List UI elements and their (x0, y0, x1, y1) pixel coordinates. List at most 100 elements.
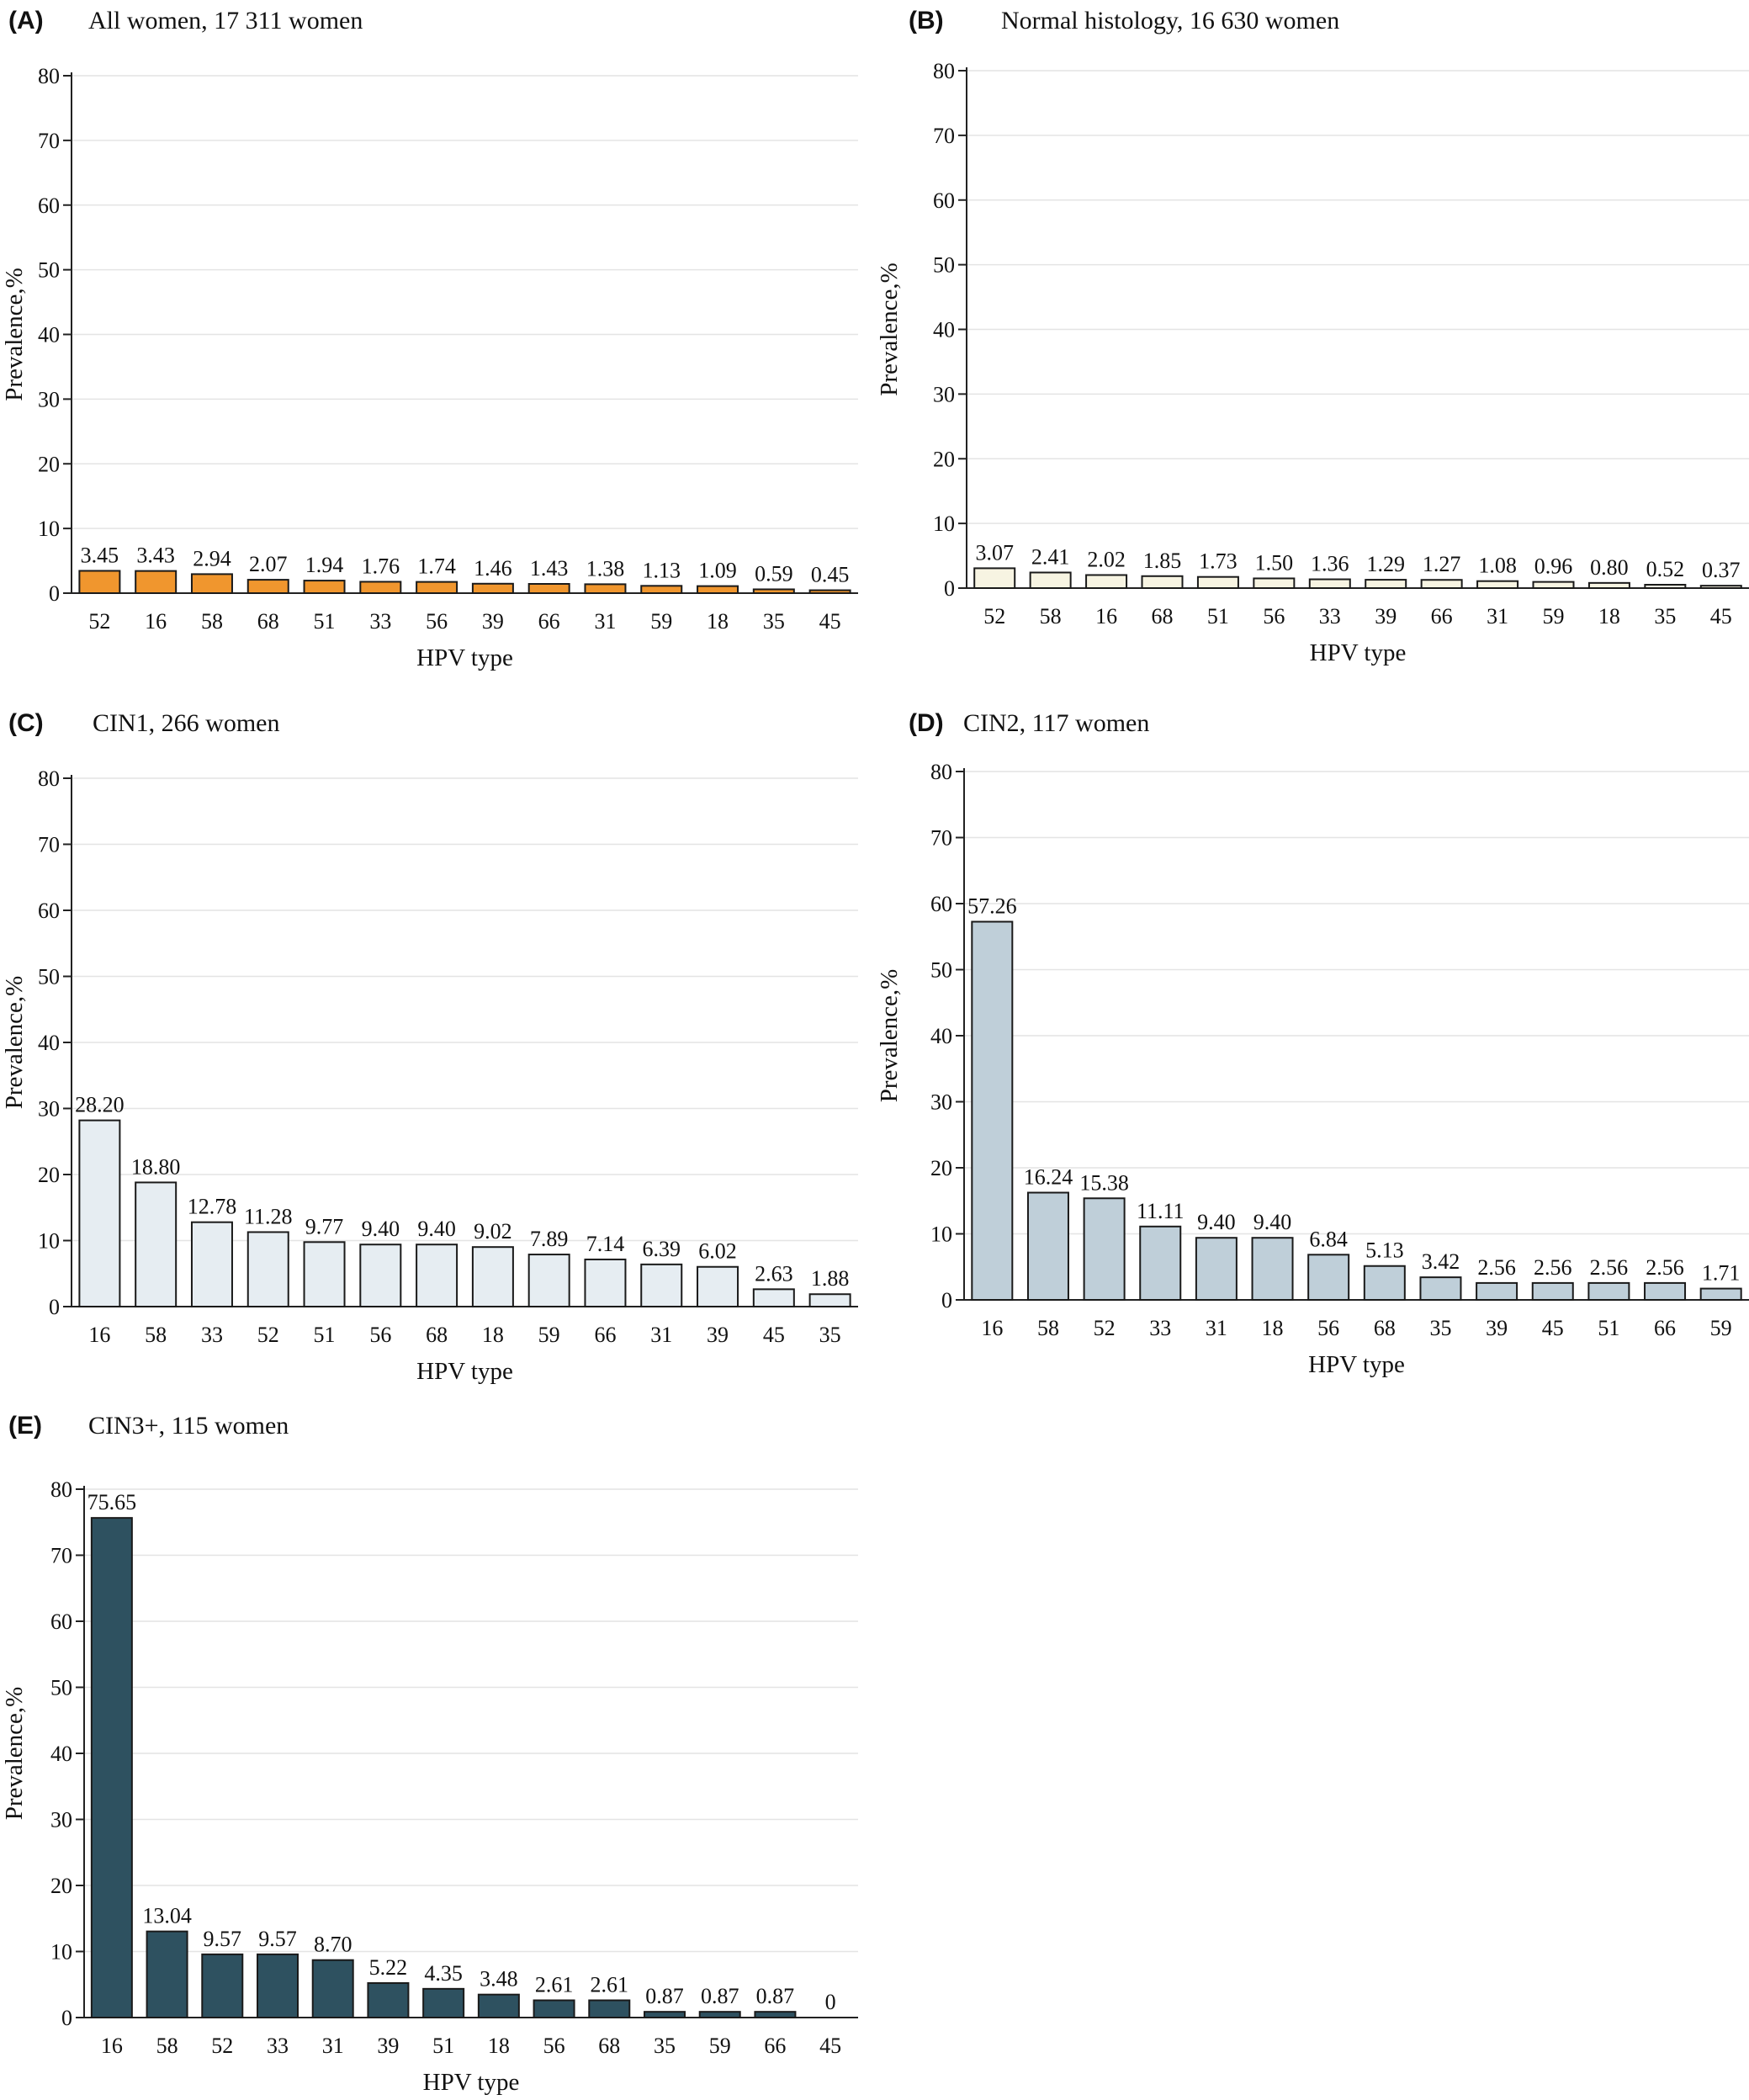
bar (1699, 585, 1742, 590)
bar (190, 1221, 233, 1307)
bar (1026, 1191, 1069, 1301)
panel-title: CIN1, 266 women (93, 709, 279, 737)
x-tick-label: 31 (594, 609, 616, 634)
data-label: 0.87 (756, 1984, 795, 2008)
bar (640, 1263, 683, 1307)
bar (1196, 575, 1239, 589)
chart-panel-b: (B) Normal histology, 16 630 women 0 10 20 30… (876, 7, 1749, 666)
bar (422, 1987, 465, 2018)
data-label: 75.65 (87, 1490, 137, 1514)
data-label: 2.56 (1646, 1255, 1684, 1280)
data-label: 57.26 (967, 894, 1017, 919)
bar (808, 1293, 851, 1308)
data-label: 0.52 (1646, 557, 1685, 581)
data-label: 1.85 (1143, 549, 1182, 573)
x-tick-label: 68 (1152, 604, 1174, 628)
data-label: 9.40 (362, 1217, 400, 1241)
y-tick-label: 40 (930, 1024, 952, 1048)
panel-title: CIN2, 117 women (963, 709, 1149, 737)
x-tick-label: 51 (1207, 604, 1229, 628)
y-tick-label: 50 (50, 1676, 72, 1700)
y-tick-label: 50 (933, 253, 955, 278)
y-tick-label: 10 (38, 1229, 60, 1254)
bar (416, 581, 458, 595)
data-label: 9.77 (305, 1214, 344, 1238)
data-label: 16.24 (1024, 1165, 1073, 1190)
bar (471, 582, 514, 594)
y-tick-label: 20 (933, 447, 955, 471)
x-tick-label: 39 (707, 1323, 729, 1347)
x-tick-label: 51 (432, 2034, 454, 2058)
panel-title: CIN3+, 115 women (88, 1412, 289, 1440)
panel-letter: (B) (909, 7, 944, 34)
bar (584, 583, 627, 594)
bar (640, 585, 683, 594)
bar (201, 1953, 244, 2018)
y-tick-label: 60 (933, 188, 955, 213)
panel-letter: (C) (8, 709, 44, 737)
data-label: 2.41 (1031, 544, 1070, 569)
data-label: 3.45 (81, 543, 119, 567)
bar (973, 567, 1016, 589)
data-label: 9.40 (417, 1217, 456, 1241)
bar (416, 1244, 458, 1308)
chart-panel-c: (C) CIN1, 266 women 0 10 20 30 40 50 60 70 80 28.20… (1, 709, 858, 1385)
bar (1029, 571, 1072, 590)
x-tick-label: 39 (377, 2034, 399, 2058)
x-tick-label: 51 (314, 609, 336, 634)
x-tick-label: 52 (983, 604, 1005, 628)
x-tick-label: 45 (763, 1323, 785, 1347)
bar (1532, 581, 1575, 589)
bar (697, 1265, 739, 1307)
bar (698, 2011, 741, 2018)
data-label: 8.70 (314, 1933, 352, 1957)
bar (1308, 578, 1351, 589)
bar (1363, 1265, 1406, 1301)
y-tick-label: 80 (933, 59, 955, 83)
x-tick-label: 52 (1094, 1316, 1116, 1340)
x-tick-label: 18 (488, 2034, 510, 2058)
y-tick-label: 0 (944, 576, 955, 601)
y-tick-label: 80 (38, 766, 60, 791)
y-axis-title: Prevalence,% (1, 1687, 28, 1821)
data-label: 1.88 (811, 1266, 850, 1291)
x-tick-label: 66 (594, 1323, 616, 1347)
chart-panel-d: (D) CIN2, 117 women 0 10 20 30 40 50 60 70 80 57.26… (876, 709, 1749, 1378)
bar (359, 581, 402, 594)
x-tick-label: 66 (1431, 604, 1453, 628)
y-tick-label: 10 (50, 1940, 72, 1965)
x-tick-label: 39 (482, 609, 504, 634)
x-tick-label: 56 (1317, 1316, 1339, 1340)
y-tick-label: 60 (50, 1609, 72, 1634)
bar (1476, 1281, 1518, 1301)
x-tick-label: 52 (257, 1323, 279, 1347)
y-tick-label: 40 (38, 323, 60, 347)
data-label: 3.48 (480, 1967, 518, 1991)
y-tick-label: 80 (50, 1477, 72, 1502)
x-tick-label: 68 (257, 609, 279, 634)
data-label: 1.36 (1311, 552, 1349, 576)
y-tick-label: 40 (933, 318, 955, 342)
data-label: 13.04 (142, 1904, 192, 1928)
data-label: 1.29 (1366, 552, 1405, 576)
data-label: 18.80 (131, 1154, 181, 1179)
x-tick-label: 18 (1598, 604, 1620, 628)
x-tick-label: 35 (763, 609, 785, 634)
bar (1139, 1225, 1182, 1301)
bar (1141, 575, 1184, 590)
bar (1420, 579, 1463, 590)
bar (752, 1288, 795, 1307)
data-label: 9.57 (258, 1927, 297, 1951)
x-tick-label: 39 (1375, 604, 1397, 628)
y-tick-label: 10 (38, 517, 60, 541)
x-axis-title: HPV type (416, 1358, 513, 1385)
data-label: 0.45 (811, 563, 850, 587)
bar (1587, 1281, 1630, 1301)
x-tick-label: 51 (1598, 1316, 1619, 1340)
x-tick-label: 16 (981, 1316, 1003, 1340)
panel-letter: (E) (8, 1412, 42, 1440)
x-tick-label: 56 (1263, 604, 1285, 628)
bar (1476, 580, 1519, 590)
data-label: 6.39 (643, 1237, 681, 1261)
data-label: 2.56 (1534, 1255, 1572, 1280)
